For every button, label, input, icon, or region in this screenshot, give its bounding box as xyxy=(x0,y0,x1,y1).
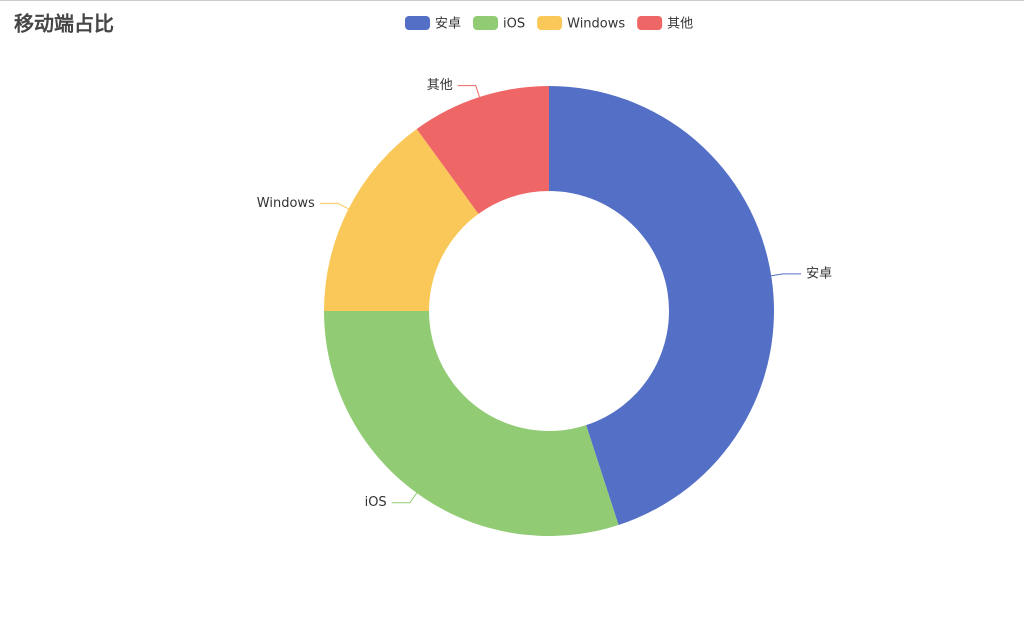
label-line xyxy=(457,85,480,98)
slice xyxy=(416,86,549,214)
slice-label: Windows xyxy=(257,196,315,211)
slice-label: 其他 xyxy=(427,78,453,93)
label-line xyxy=(319,202,349,210)
label-line xyxy=(391,492,418,504)
slice-label: iOS xyxy=(365,495,387,510)
legend: 安卓 iOS Windows 其他 xyxy=(405,16,693,32)
slice xyxy=(324,128,479,311)
legend-swatch xyxy=(405,16,430,30)
legend-label: iOS xyxy=(503,17,525,32)
label-line xyxy=(771,273,802,277)
legend-label: 其他 xyxy=(667,17,693,32)
slice xyxy=(549,86,775,525)
legend-label: Windows xyxy=(567,17,625,32)
legend-swatch xyxy=(473,16,499,30)
slice xyxy=(324,311,619,537)
legend-swatch xyxy=(637,16,663,30)
slice-label: 安卓 xyxy=(806,266,832,281)
legend-swatch xyxy=(537,16,563,30)
chart-title: 移动端占比 xyxy=(14,12,114,36)
legend-label: 安卓 xyxy=(435,17,461,32)
